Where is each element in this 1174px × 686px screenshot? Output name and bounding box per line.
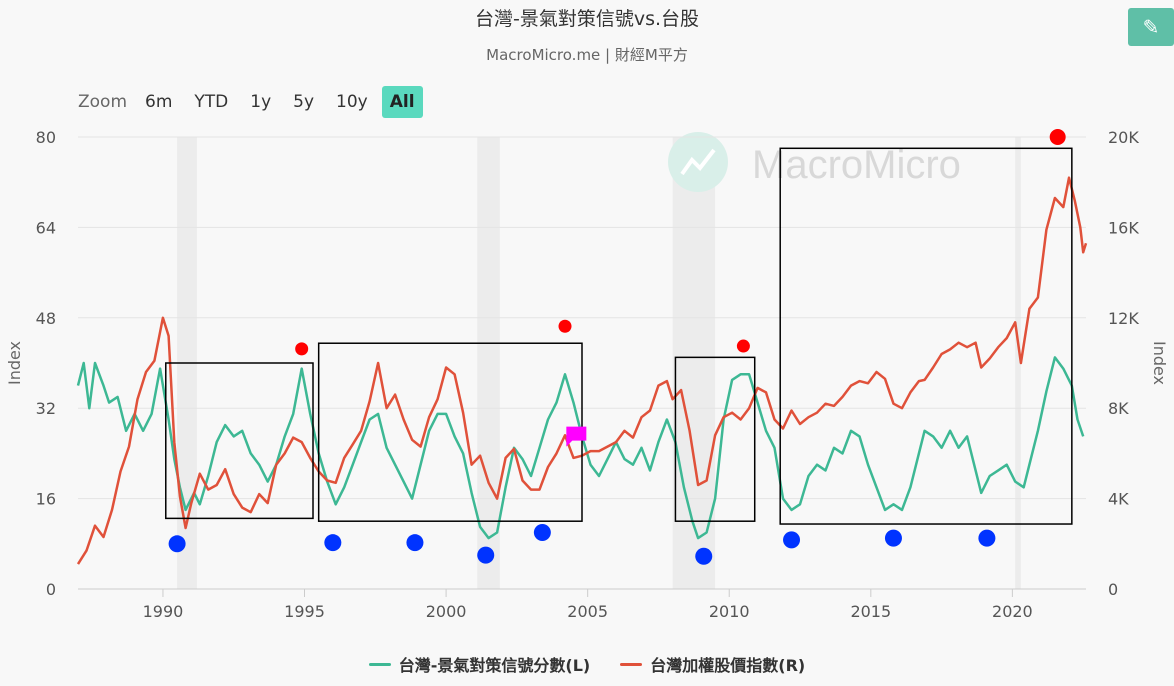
y-right-tick-label: 16K	[1108, 218, 1139, 237]
series-line-signal[interactable]	[76, 356, 1085, 540]
highlight-box	[674, 356, 756, 522]
zoom-1y-button[interactable]: 1y	[250, 92, 272, 112]
y-right-tick-label: 0	[1108, 580, 1118, 599]
watermark-text: MacroMicro	[752, 143, 961, 187]
chart-canvas[interactable]: MacroMicro 0 16 32 48 64 80 0 4K 8K 12K 16K 20K 19…	[0, 0, 1174, 640]
zoom-bar: Zoom 6m YTD 1y 5y 10y All	[78, 86, 429, 118]
zoom-10y-button[interactable]: 10y	[336, 92, 368, 112]
trough-marker[interactable]	[324, 534, 342, 552]
y-left-tick-label: 32	[36, 399, 56, 418]
x-tick-label: 2015	[850, 602, 891, 621]
peak-marker[interactable]	[736, 339, 750, 353]
trough-marker[interactable]	[783, 531, 801, 549]
watermark-logo-icon	[668, 132, 728, 192]
y-right-tick-label: 8K	[1108, 399, 1129, 418]
flag-marker[interactable]	[566, 426, 587, 447]
peak-marker[interactable]	[1049, 129, 1066, 145]
y-left-tick-label: 80	[36, 128, 56, 147]
zoom-5y-button[interactable]: 5y	[293, 92, 315, 112]
legend-swatch-signal	[368, 662, 391, 666]
chart-subtitle: MacroMicro.me | 財經M平方	[486, 46, 688, 64]
watermark-chart-icon	[680, 148, 716, 176]
zoom-label: Zoom	[78, 92, 128, 112]
x-tick-label: 2005	[567, 602, 608, 621]
trough-marker[interactable]	[533, 524, 551, 541]
highlight-box	[165, 362, 314, 520]
y-left-tick-label: 48	[36, 309, 56, 328]
chart-title: 台灣-景氣對策信號vs.台股	[474, 8, 700, 30]
watermark: MacroMicro	[668, 132, 961, 192]
legend: 台灣-景氣對策信號分數(L) 台灣加權股價指數(R)	[0, 652, 1174, 676]
zoom-all-button[interactable]: All	[381, 86, 423, 118]
y-axis-right-label: Index	[1150, 341, 1169, 385]
series-line-taiex[interactable]	[76, 176, 1088, 565]
trough-marker[interactable]	[978, 529, 996, 547]
y-right-tick-label: 20K	[1108, 128, 1139, 147]
trough-marker[interactable]	[406, 534, 424, 552]
y-left-tick-label: 64	[36, 218, 56, 237]
x-tick-label: 1990	[143, 602, 184, 621]
y-axis-left-label: Index	[5, 341, 24, 385]
legend-label-taiex: 台灣加權股價指數(R)	[650, 656, 806, 675]
legend-item-taiex[interactable]: 台灣加權股價指數(R)	[620, 652, 805, 676]
recession-band	[672, 137, 716, 589]
trough-marker[interactable]	[884, 529, 902, 547]
x-tick-label: 1995	[284, 602, 325, 621]
peak-marker[interactable]	[558, 319, 572, 333]
x-tick-label: 2000	[426, 602, 467, 621]
y-left-tick-label: 0	[46, 580, 56, 599]
zoom-6m-button[interactable]: 6m	[145, 92, 173, 112]
recession-band	[1015, 137, 1021, 589]
trough-marker[interactable]	[477, 546, 495, 564]
legend-item-signal[interactable]: 台灣-景氣對策信號分數(L)	[368, 652, 591, 676]
zoom-ytd-button[interactable]: YTD	[194, 92, 229, 112]
recession-band	[477, 137, 500, 589]
x-tick-label: 2010	[709, 602, 750, 621]
trough-marker[interactable]	[695, 547, 713, 565]
legend-swatch-taiex	[620, 662, 643, 666]
x-tick-label: 2020	[992, 602, 1033, 621]
trough-marker[interactable]	[168, 535, 186, 553]
y-left-tick-label: 16	[36, 490, 56, 509]
legend-label-signal: 台灣-景氣對策信號分數(L)	[398, 656, 591, 675]
y-right-tick-label: 12K	[1108, 309, 1139, 328]
y-right-tick-label: 4K	[1108, 490, 1129, 509]
edit-button[interactable]: ✎	[1128, 8, 1174, 46]
highlight-box	[779, 147, 1073, 525]
peak-marker[interactable]	[295, 342, 309, 356]
pencil-icon: ✎	[1142, 15, 1160, 39]
